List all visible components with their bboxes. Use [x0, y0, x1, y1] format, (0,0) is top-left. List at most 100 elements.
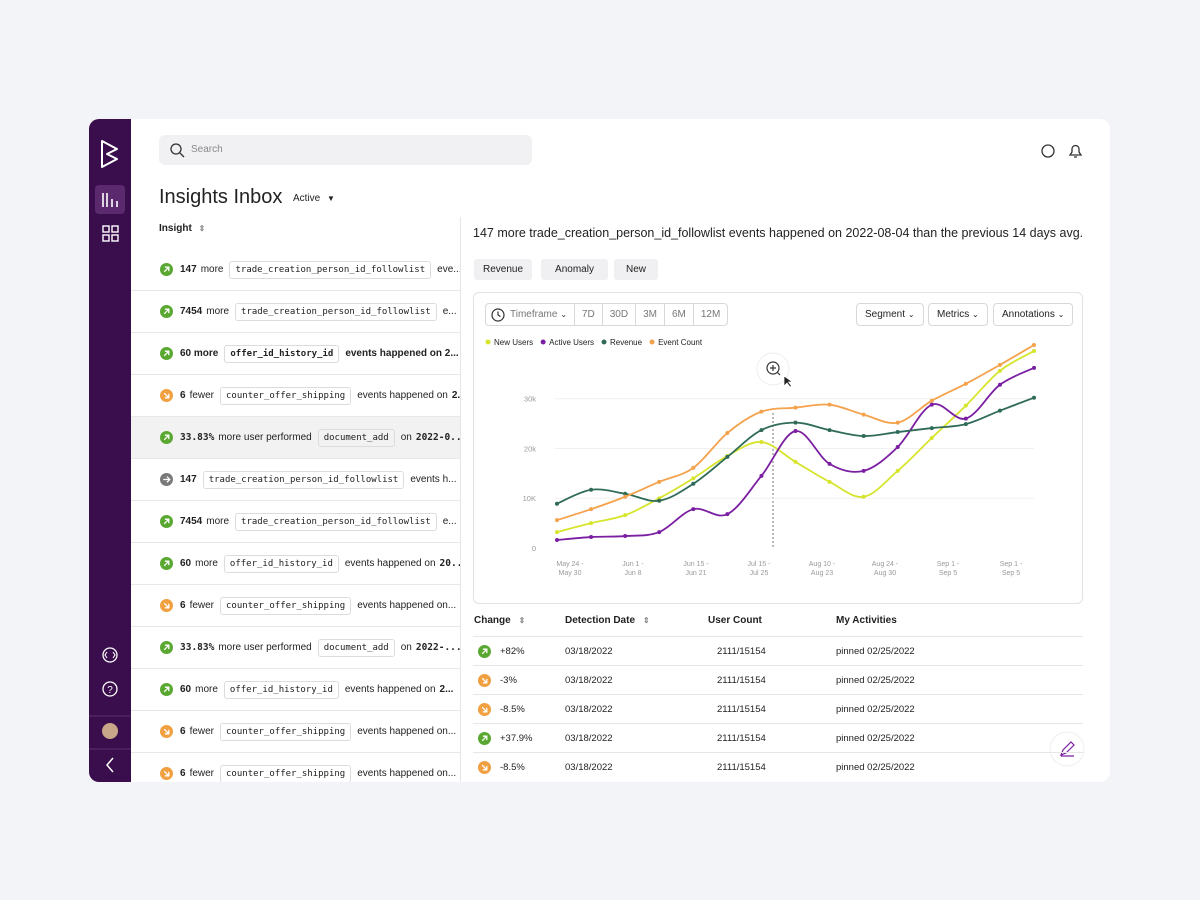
insight-text: counter_offer_shipping	[220, 764, 352, 782]
trend-icon	[478, 674, 491, 687]
insight-row[interactable]: 60 more offer_id_history_id events happene…	[131, 333, 460, 375]
timeframe-dropdown[interactable]: Timeframe ⌄	[486, 304, 574, 325]
insight-row[interactable]: 33.83% more user performed document_add on 2…	[131, 627, 460, 669]
data-point	[759, 440, 764, 445]
insight-text: counter_offer_shipping	[220, 722, 352, 741]
data-point	[691, 476, 696, 481]
range-button[interactable]: 30D	[601, 304, 635, 325]
chat-icon[interactable]	[1041, 144, 1055, 158]
trend-icon	[478, 732, 491, 745]
y-tick-label: 30k	[524, 395, 536, 404]
table-cell: 2111/15154	[717, 704, 766, 715]
insight-row[interactable]: 6 fewer counter_offer_shipping events happe…	[131, 585, 460, 627]
data-point	[555, 530, 559, 535]
data-point	[725, 454, 730, 459]
collapse-icon[interactable]	[106, 757, 114, 773]
insights-icon[interactable]	[102, 193, 118, 207]
insight-row[interactable]: 7454 more trade_creation_person_id_followl…	[131, 501, 460, 543]
data-point	[861, 494, 866, 499]
insight-row[interactable]: 6 fewer counter_offer_shipping events happe…	[131, 753, 460, 782]
code-icon[interactable]	[102, 647, 118, 663]
insight-text: 6	[180, 390, 186, 401]
table-cell: -8.5%	[500, 704, 525, 715]
clock-icon	[491, 308, 505, 322]
table-cell: 2111/15154	[717, 646, 766, 657]
legend-label: New Users	[494, 338, 533, 347]
insight-row[interactable]: 60 more offer_id_history_id events happened…	[131, 669, 460, 711]
insight-row[interactable]: 147 trade_creation_person_id_followlist ev…	[131, 459, 460, 501]
top-icons	[1041, 144, 1083, 158]
caret: ⌄	[560, 310, 567, 319]
data-point	[793, 459, 798, 464]
insight-row[interactable]: 147 more trade_creation_person_id_followli…	[131, 249, 461, 291]
trend-icon	[160, 347, 173, 360]
column-label: User Count	[708, 615, 762, 626]
trend-arrow	[481, 735, 488, 742]
bell-icon[interactable]	[1068, 144, 1083, 158]
trend-icon	[160, 767, 173, 780]
list-header[interactable]: Insight ⇕	[159, 223, 205, 234]
range-button[interactable]: 7D	[573, 304, 602, 325]
data-point	[623, 534, 628, 539]
insight-row[interactable]: 60 more offer_id_history_id events happened…	[131, 543, 460, 585]
data-point	[895, 444, 900, 449]
column-header: My Activities	[836, 615, 897, 626]
trend-icon	[160, 641, 173, 654]
insight-text: counter_offer_shipping	[220, 386, 352, 405]
insight-text: more user performed	[218, 642, 312, 653]
dropdown-label: Metrics	[937, 309, 970, 320]
data-point	[1032, 348, 1036, 353]
tab[interactable]: New	[614, 259, 658, 280]
annotations-dropdown[interactable]: Annotations ⌄	[993, 303, 1074, 326]
range-button[interactable]: 12M	[692, 304, 727, 325]
insight-text: 33.83%	[180, 432, 215, 443]
code-glyph	[104, 651, 116, 659]
nav-selected[interactable]	[95, 185, 125, 214]
insight-text: more user performed	[218, 432, 312, 443]
data-point	[759, 473, 764, 478]
range-button[interactable]: 3M	[635, 304, 664, 325]
insight-row[interactable]: 33.83% more user performed document_add on 2…	[131, 417, 460, 459]
trend-arrow	[481, 706, 488, 713]
table-cell: 03/18/2022	[565, 675, 613, 686]
insight-text: offer_id_history_id	[223, 680, 339, 699]
range-button[interactable]: 6M	[663, 304, 693, 325]
insight-text: eve...	[437, 264, 461, 275]
insight-text: events happened on...	[357, 600, 457, 611]
insight-text: 2...	[451, 390, 461, 401]
data-point	[861, 468, 866, 473]
metrics-dropdown[interactable]: Metrics ⌄	[928, 303, 988, 326]
help-icon[interactable]	[102, 681, 118, 697]
y-tick-label: 10K	[523, 494, 536, 503]
insight-text: trade_creation_person_id_followlist	[229, 260, 432, 279]
segment-dropdown[interactable]: Segment ⌄	[856, 303, 924, 326]
sidebar: ?	[89, 119, 131, 782]
data-point	[963, 403, 968, 408]
edit-button[interactable]	[1049, 731, 1085, 767]
data-point	[861, 412, 866, 417]
trend-arrow	[481, 648, 488, 655]
avatar[interactable]	[102, 723, 118, 739]
insight-row[interactable]: 6 fewer counter_offer_shipping events happe…	[131, 375, 461, 417]
tab[interactable]: Revenue	[474, 259, 532, 280]
insight-text: trade_creation_person_id_followlist	[235, 302, 437, 321]
column-header: User Count	[708, 615, 762, 626]
tab[interactable]: Anomaly	[541, 259, 608, 280]
trend-arrow	[163, 434, 170, 441]
column-label: Change	[474, 615, 511, 626]
series-line	[556, 396, 1035, 505]
sort-icon: ⇕	[518, 616, 526, 625]
insight-row[interactable]: 7454 more trade_creation_person_id_followl…	[131, 291, 460, 333]
grid-icon[interactable]	[102, 225, 119, 242]
trend-arrow	[163, 770, 170, 777]
dropdown-label: Segment	[865, 309, 906, 320]
trend-icon	[160, 515, 173, 528]
caret: ⌄	[907, 310, 915, 319]
insight-row[interactable]: 6 fewer counter_offer_shipping events happe…	[131, 711, 460, 753]
data-point	[1032, 365, 1036, 370]
status-filter[interactable]: Active ▼	[293, 193, 335, 204]
insight-text: events happened on 2...	[345, 348, 459, 359]
data-point	[827, 402, 832, 407]
search-bar[interactable]: Search	[159, 135, 532, 165]
table-cell: 03/18/2022	[565, 733, 613, 744]
